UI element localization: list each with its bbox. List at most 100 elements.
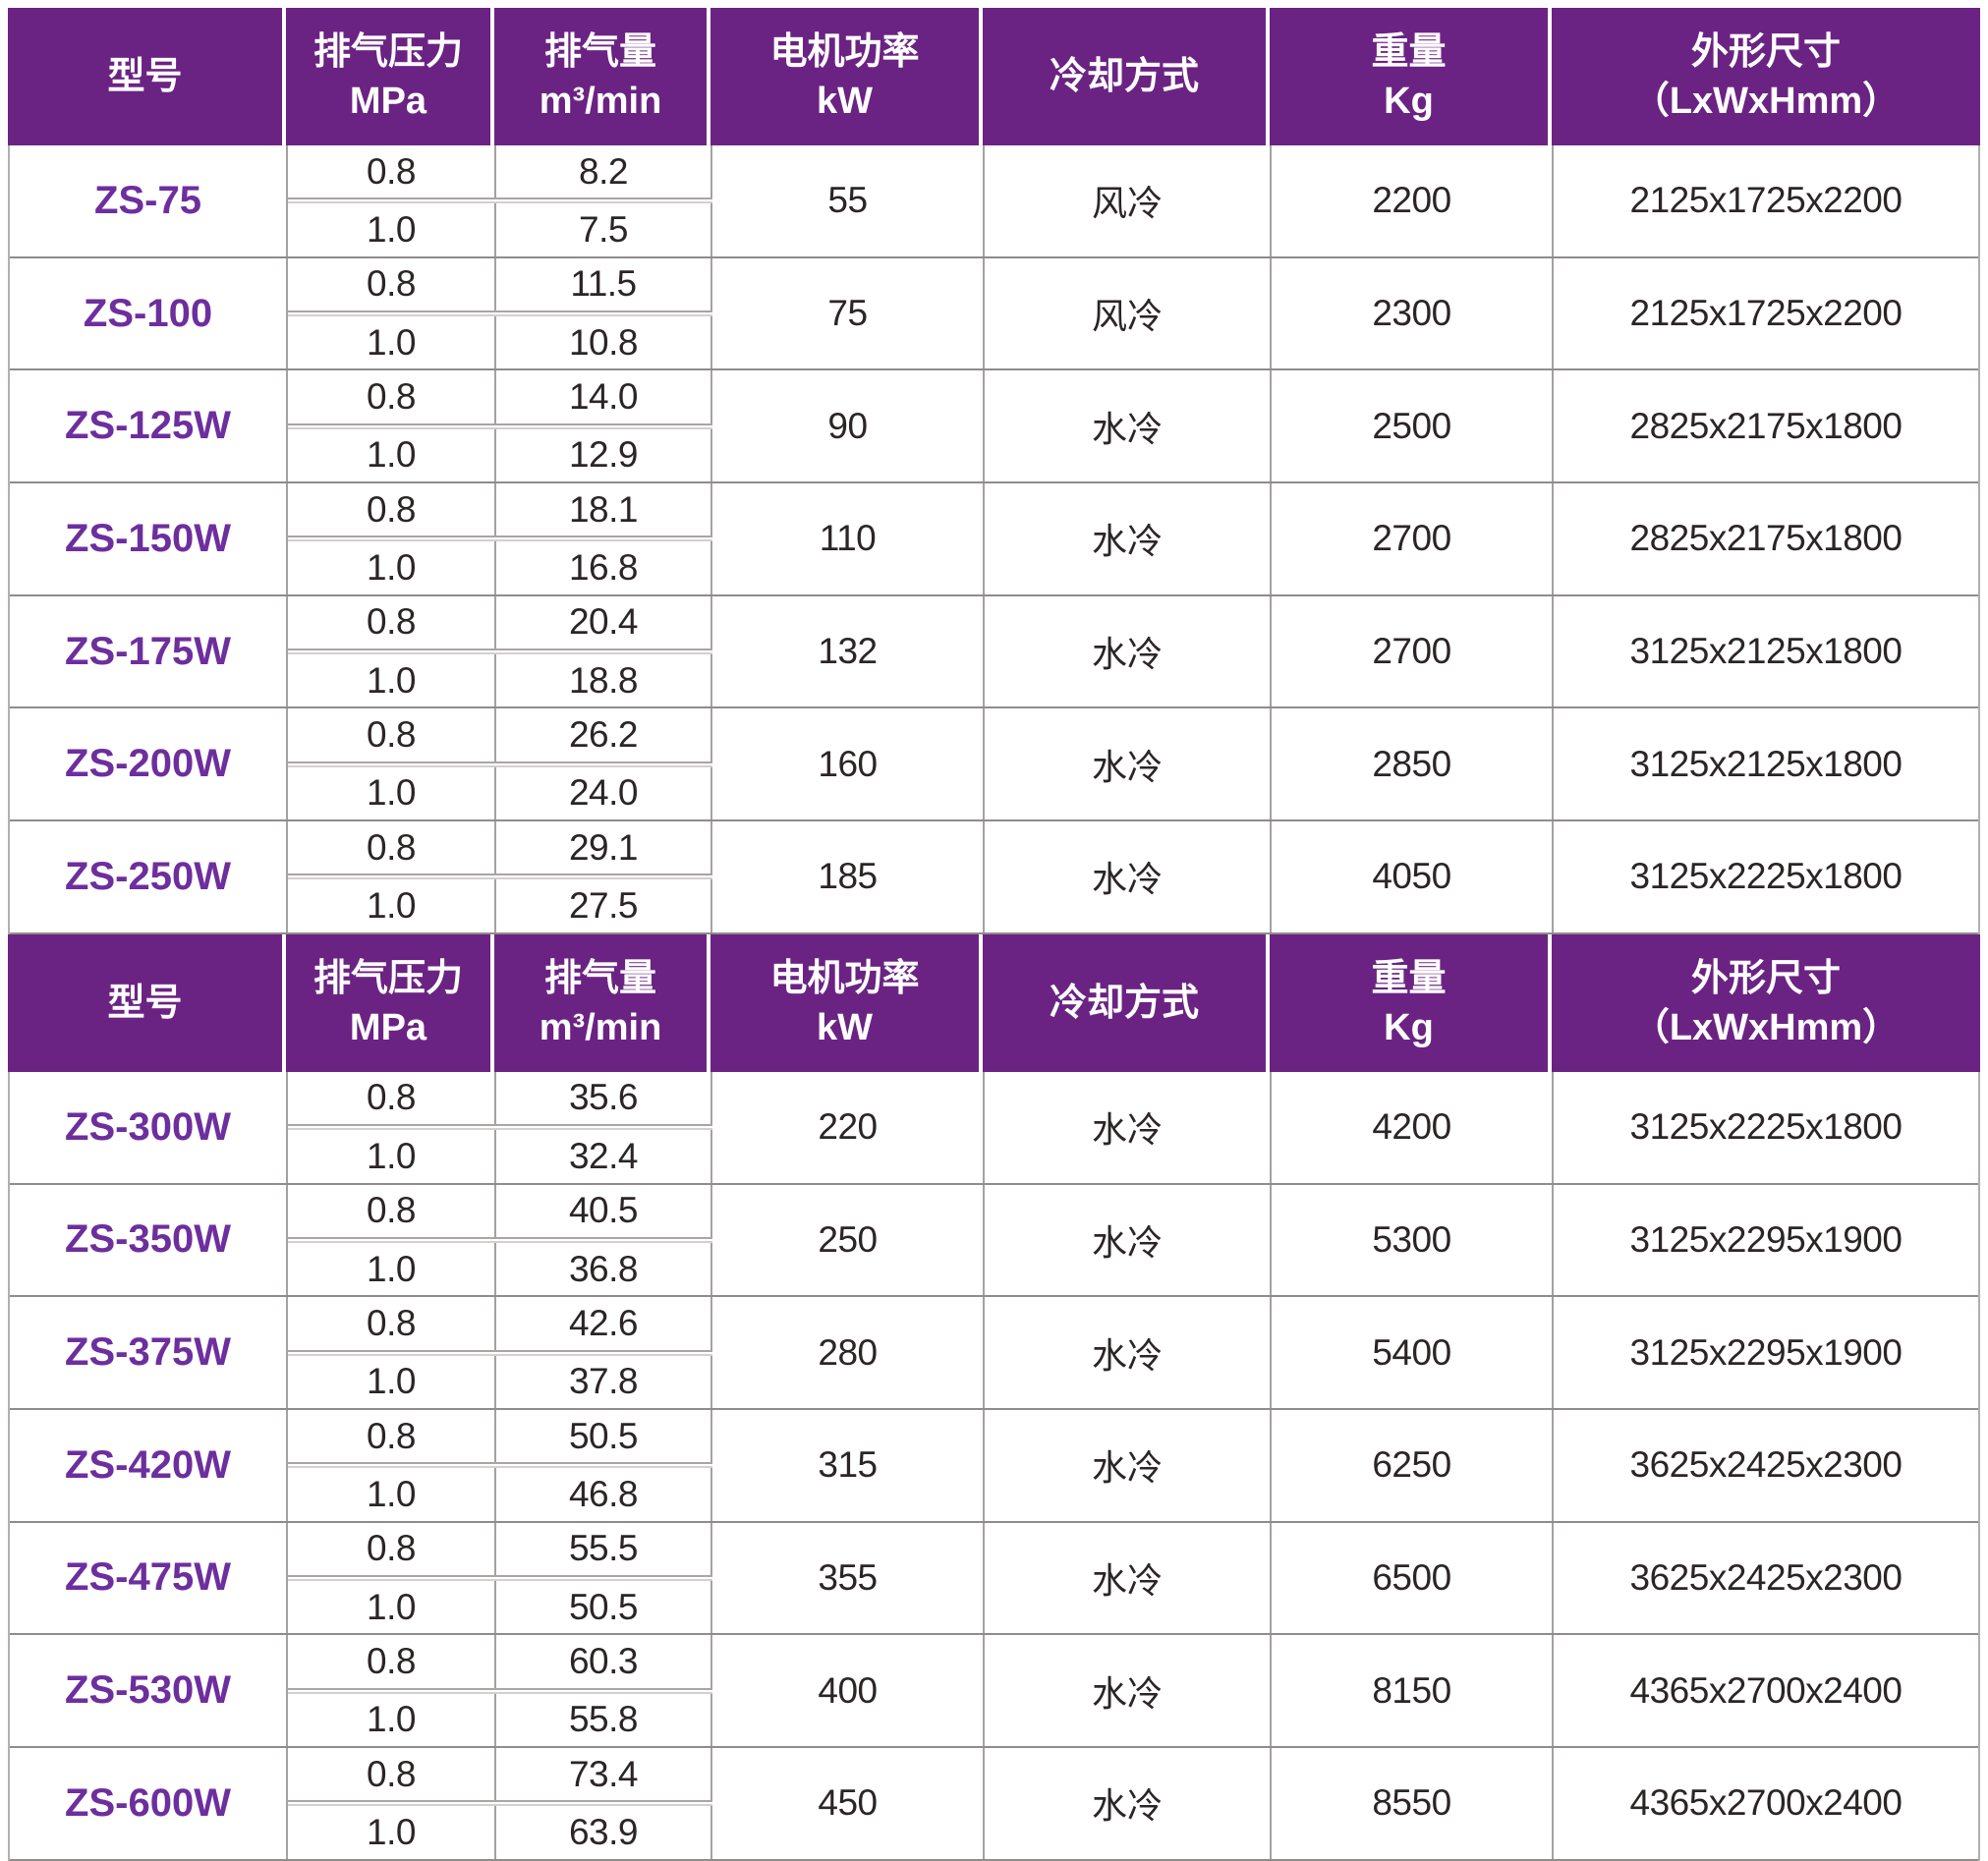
subrow-10mpa: 1.0 18.8 xyxy=(288,654,712,707)
table-section: 型号 排气压力 MPa 排气量 m³/min 电机功率 kW 冷却方式 重量 Kg 外形… xyxy=(8,8,1980,934)
pressure-displacement-group: 0.8 60.3 1.0 55.8 xyxy=(288,1635,712,1746)
pressure-displacement-group: 0.8 20.4 1.0 18.8 xyxy=(288,595,712,707)
subrow-10mpa: 1.0 50.5 xyxy=(288,1580,712,1634)
subrow-divider xyxy=(288,1800,712,1807)
cell-displacement-2: 63.9 xyxy=(496,1806,712,1859)
cell-cooling: 水冷 xyxy=(985,1297,1272,1408)
cell-weight: 5300 xyxy=(1272,1184,1554,1296)
header-cell-weight: 重量 Kg xyxy=(1270,8,1552,145)
pressure-value: 1.0 xyxy=(367,209,416,251)
displacement-value: 63.9 xyxy=(568,1811,639,1852)
weight-value: 5400 xyxy=(1372,1331,1451,1373)
weight-value: 2500 xyxy=(1372,405,1451,446)
cell-motor-power: 280 xyxy=(712,1297,985,1408)
cell-model: ZS-375W xyxy=(10,1297,288,1408)
pressure-value: 1.0 xyxy=(367,1361,416,1402)
table-rows: ZS-300W 0.8 35.6 1.0 32.4 220 水冷 4200 31… xyxy=(8,1071,1980,1861)
subrow-10mpa: 1.0 37.8 xyxy=(288,1355,712,1408)
header-cell-displacement: 排气量 m³/min xyxy=(494,933,710,1072)
cell-displacement-1: 60.3 xyxy=(496,1635,712,1688)
model-name: ZS-420W xyxy=(65,1442,231,1487)
dimensions-value: 2825x2175x1800 xyxy=(1629,405,1903,446)
cooling-method-value: 风冷 xyxy=(1091,183,1163,224)
cell-pressure-2: 1.0 xyxy=(288,428,496,482)
cooling-method-value: 水冷 xyxy=(1091,634,1163,675)
pressure-displacement-group: 0.8 14.0 1.0 12.9 xyxy=(288,370,712,482)
displacement-value: 35.6 xyxy=(568,1077,639,1118)
cell-motor-power: 450 xyxy=(712,1747,985,1859)
weight-value: 2200 xyxy=(1372,180,1451,221)
cell-displacement-2: 50.5 xyxy=(496,1580,712,1634)
pressure-value: 1.0 xyxy=(367,1135,416,1176)
cell-model: ZS-300W xyxy=(10,1071,288,1183)
displacement-value: 18.1 xyxy=(568,488,639,530)
compressor-spec-table: 型号 排气压力 MPa 排气量 m³/min 电机功率 kW 冷却方式 重量 Kg 外形… xyxy=(8,8,1980,1861)
weight-value: 8150 xyxy=(1372,1669,1451,1711)
displacement-value: 20.4 xyxy=(568,601,639,643)
cell-pressure-1: 0.8 xyxy=(288,1184,496,1237)
cell-weight: 2500 xyxy=(1272,370,1554,482)
header-cell-motor-power: 电机功率 kW xyxy=(710,933,983,1072)
table-section: 型号 排气压力 MPa 排气量 m³/min 电机功率 kW 冷却方式 重量 Kg 外形… xyxy=(8,933,1980,1861)
cooling-method-value: 水冷 xyxy=(1091,1672,1163,1714)
cell-motor-power: 90 xyxy=(712,370,985,482)
subrow-10mpa: 1.0 32.4 xyxy=(288,1130,712,1183)
table-row: ZS-175W 0.8 20.4 1.0 18.8 132 水冷 2700 31… xyxy=(10,595,1978,709)
displacement-value: 12.9 xyxy=(568,434,639,476)
dimensions-value: 2125x1725x2200 xyxy=(1629,293,1903,334)
pressure-value: 1.0 xyxy=(367,434,416,476)
subrow-10mpa: 1.0 46.8 xyxy=(288,1468,712,1521)
subrow-08mpa: 0.8 42.6 xyxy=(288,1297,712,1350)
displacement-value: 50.5 xyxy=(568,1415,639,1456)
table-row: ZS-300W 0.8 35.6 1.0 32.4 220 水冷 4200 31… xyxy=(10,1071,1978,1185)
cell-pressure-2: 1.0 xyxy=(288,316,496,369)
cell-weight: 4050 xyxy=(1272,821,1554,932)
cell-displacement-2: 7.5 xyxy=(496,203,712,256)
cell-weight: 5400 xyxy=(1272,1297,1554,1408)
cell-displacement-2: 37.8 xyxy=(496,1355,712,1408)
cell-cooling: 风冷 xyxy=(985,257,1272,369)
subrow-divider xyxy=(288,197,712,204)
cell-displacement-1: 73.4 xyxy=(496,1747,712,1801)
cell-model: ZS-75 xyxy=(10,145,288,256)
displacement-value: 42.6 xyxy=(568,1302,639,1343)
pressure-displacement-group: 0.8 11.5 1.0 10.8 xyxy=(288,257,712,369)
displacement-value: 27.5 xyxy=(568,885,639,927)
cell-weight: 2300 xyxy=(1272,257,1554,369)
motor-power-value: 220 xyxy=(818,1106,878,1148)
table-row: ZS-200W 0.8 26.2 1.0 24.0 160 水冷 2850 31… xyxy=(10,708,1978,822)
motor-power-value: 450 xyxy=(818,1782,878,1824)
cell-cooling: 水冷 xyxy=(985,708,1272,820)
header-cell-motor-power: 电机功率 kW xyxy=(710,8,983,145)
cell-model: ZS-150W xyxy=(10,483,288,594)
model-name: ZS-250W xyxy=(65,854,231,898)
subrow-divider xyxy=(288,1574,712,1581)
cell-weight: 8150 xyxy=(1272,1635,1554,1746)
cell-model: ZS-600W xyxy=(10,1747,288,1859)
cell-dimensions: 3125x2225x1800 xyxy=(1554,821,1978,932)
cell-displacement-2: 24.0 xyxy=(496,766,712,820)
cell-displacement-1: 35.6 xyxy=(496,1071,712,1125)
subrow-divider xyxy=(288,1687,712,1694)
dimensions-value: 3125x2125x1800 xyxy=(1629,631,1903,672)
subrow-08mpa: 0.8 20.4 xyxy=(288,595,712,649)
subrow-08mpa: 0.8 55.5 xyxy=(288,1522,712,1575)
table-rows: ZS-75 0.8 8.2 1.0 7.5 55 风冷 2200 2125x17… xyxy=(8,145,1980,934)
cell-pressure-2: 1.0 xyxy=(288,1242,496,1296)
displacement-value: 29.1 xyxy=(568,826,639,868)
table-header-row: 型号 排气压力 MPa 排气量 m³/min 电机功率 kW 冷却方式 重量 Kg 外形… xyxy=(8,8,1980,145)
cooling-method-value: 水冷 xyxy=(1091,859,1163,900)
pressure-value: 1.0 xyxy=(367,1811,416,1852)
pressure-displacement-group: 0.8 8.2 1.0 7.5 xyxy=(288,145,712,256)
displacement-value: 10.8 xyxy=(568,321,639,363)
cell-dimensions: 4365x2700x2400 xyxy=(1554,1748,1978,1859)
displacement-value: 18.8 xyxy=(568,659,639,701)
weight-value: 4050 xyxy=(1372,856,1451,897)
cell-motor-power: 400 xyxy=(712,1635,985,1746)
cell-dimensions: 3625x2425x2300 xyxy=(1554,1410,1978,1521)
cooling-method-value: 风冷 xyxy=(1091,296,1163,337)
motor-power-value: 355 xyxy=(818,1556,878,1598)
cell-pressure-2: 1.0 xyxy=(288,1468,496,1521)
pressure-displacement-group: 0.8 40.5 1.0 36.8 xyxy=(288,1184,712,1296)
model-name: ZS-375W xyxy=(65,1330,231,1375)
